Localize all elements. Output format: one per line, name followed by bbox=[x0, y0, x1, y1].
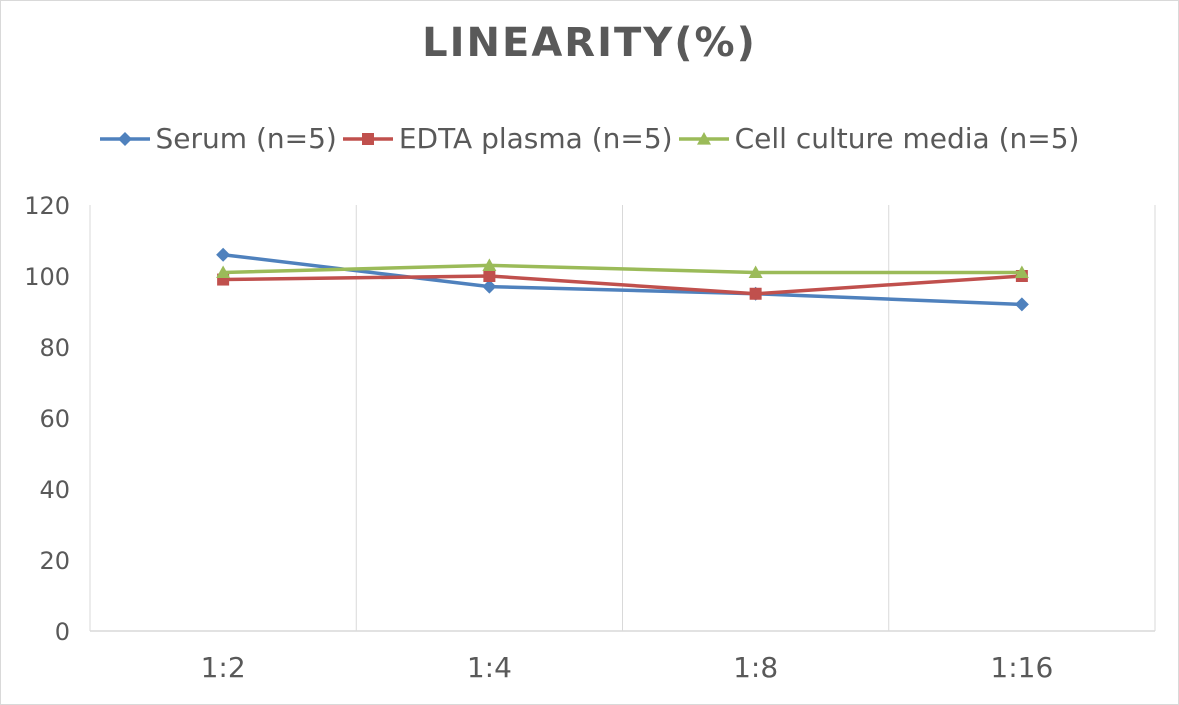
x-tick-label: 1:16 bbox=[990, 651, 1053, 684]
legend-marker bbox=[361, 132, 374, 145]
legend-marker bbox=[117, 131, 132, 146]
data-point bbox=[482, 279, 497, 294]
series-line bbox=[223, 274, 1022, 296]
legend-label-edta-plasma: EDTA plasma (n=5) bbox=[398, 122, 673, 155]
y-tick-label: 60 bbox=[39, 405, 70, 433]
legend-item-edta-plasma: EDTA plasma (n=5) bbox=[342, 122, 673, 155]
data-point bbox=[216, 265, 231, 279]
y-tick-label: 0 bbox=[55, 618, 70, 646]
legend-swatch-cell-culture-media bbox=[678, 131, 729, 145]
series-line bbox=[223, 263, 1022, 275]
data-point bbox=[482, 258, 497, 271]
legend-label-cell-culture-media: Cell culture media (n=5) bbox=[734, 122, 1080, 155]
legend-swatch-edta-plasma bbox=[342, 132, 393, 145]
legend-label-serum: Serum (n=5) bbox=[155, 122, 337, 155]
y-tick-label: 80 bbox=[39, 334, 70, 362]
data-point bbox=[1014, 265, 1029, 279]
data-point bbox=[216, 247, 231, 262]
x-tick-label: 1:8 bbox=[733, 651, 778, 684]
legend: Serum (n=5) EDTA plasma (n=5) Cell cultu… bbox=[0, 122, 1179, 155]
legend-item-serum: Serum (n=5) bbox=[99, 122, 337, 155]
x-tick-label: 1:4 bbox=[467, 651, 512, 684]
data-point bbox=[1014, 297, 1029, 312]
y-tick-label: 100 bbox=[24, 263, 70, 291]
y-tick-label: 120 bbox=[24, 192, 70, 220]
data-point bbox=[749, 287, 762, 300]
legend-marker bbox=[696, 131, 711, 145]
chart-title: LINEARITY(%) bbox=[422, 20, 757, 66]
data-point bbox=[483, 270, 496, 282]
series-line bbox=[222, 252, 1022, 307]
data-point bbox=[748, 265, 763, 279]
y-tick-label: 20 bbox=[39, 547, 70, 575]
legend-item-cell-culture-media: Cell culture media (n=5) bbox=[678, 122, 1080, 155]
legend-swatch-serum bbox=[99, 131, 150, 146]
x-tick-label: 1:2 bbox=[201, 651, 246, 684]
y-tick-label: 40 bbox=[39, 476, 70, 504]
